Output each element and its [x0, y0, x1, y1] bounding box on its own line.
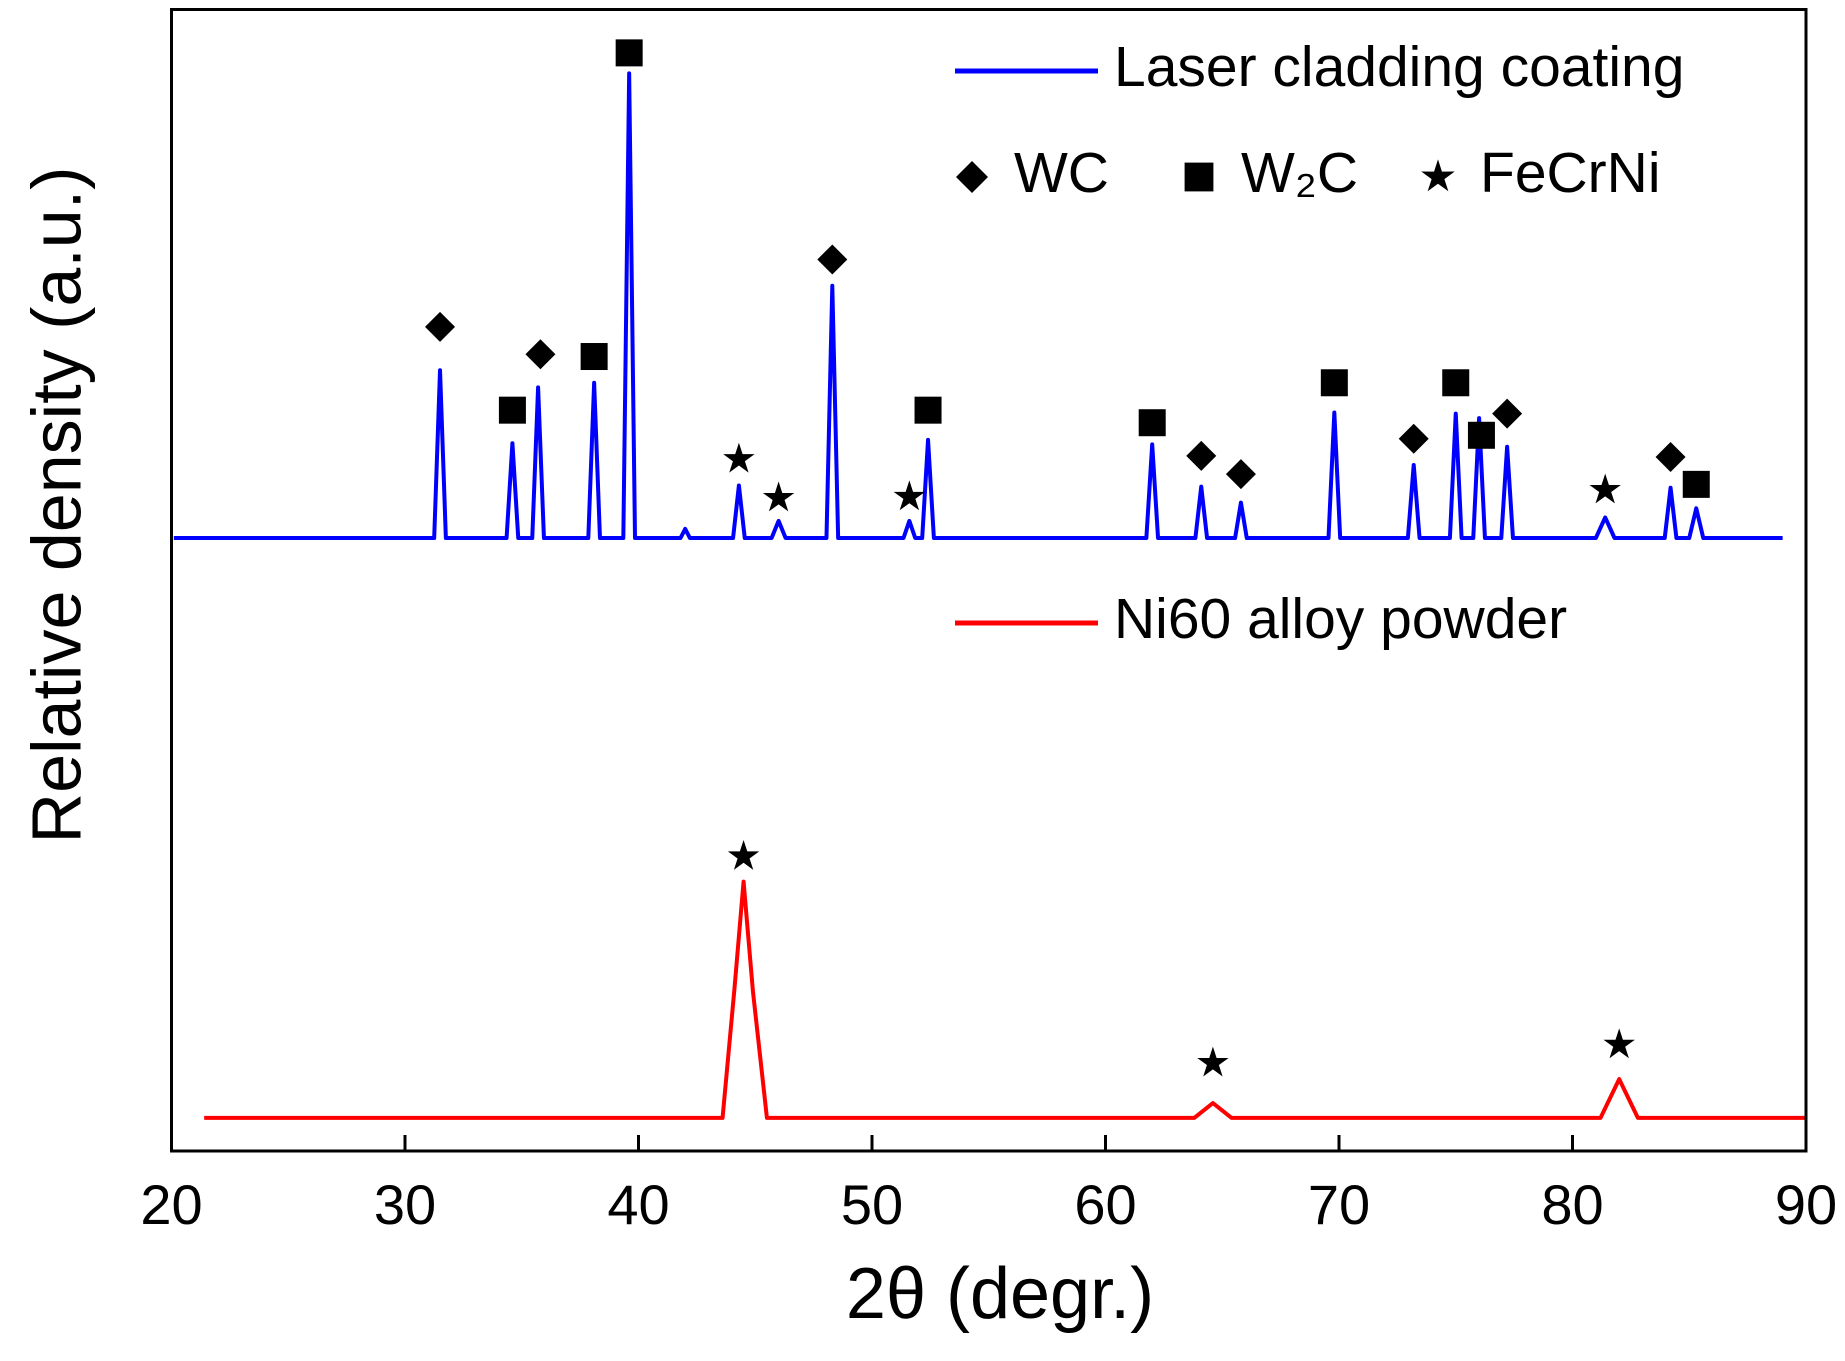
legend-label: Ni60 alloy powder — [1114, 587, 1567, 651]
square-marker — [1138, 409, 1166, 437]
x-tick-label: 80 — [1541, 1173, 1603, 1236]
plot-frame — [170, 8, 1808, 1153]
square-marker — [1320, 369, 1348, 397]
diamond-marker — [1225, 459, 1256, 490]
legend-label: Laser cladding coating — [1114, 35, 1684, 99]
star-marker — [893, 480, 926, 511]
diamond-marker — [1186, 440, 1217, 471]
legend-label: FeCrNi — [1480, 141, 1661, 205]
star-marker — [723, 442, 755, 473]
square-marker — [1467, 421, 1495, 449]
series-line — [204, 879, 1806, 1120]
star-marker — [1603, 1028, 1635, 1059]
diamond-marker — [1655, 441, 1686, 472]
star-marker — [727, 839, 760, 870]
diamond-marker — [1492, 398, 1523, 429]
x-tick-label: 60 — [1074, 1173, 1136, 1236]
star-marker — [1197, 1046, 1229, 1077]
square-marker — [615, 39, 643, 67]
x-tick-label: 50 — [841, 1173, 903, 1236]
x-tick-label: 40 — [607, 1173, 669, 1236]
star-marker — [1589, 473, 1621, 504]
x-tick-label: 20 — [140, 1173, 202, 1236]
square-marker — [498, 396, 526, 424]
series-line — [173, 71, 1783, 541]
square-marker — [914, 396, 942, 424]
x-tick-label: 90 — [1775, 1173, 1837, 1236]
square-marker — [1184, 162, 1214, 192]
square-marker — [1682, 470, 1710, 498]
diamond-marker — [425, 311, 456, 342]
diamond-marker — [956, 161, 988, 193]
legend-label: WC — [1014, 141, 1109, 205]
x-axis-label: 2θ (degr.) — [846, 1254, 1154, 1334]
star-marker — [1421, 159, 1455, 192]
x-tick-label: 70 — [1308, 1173, 1370, 1236]
diamond-marker — [817, 244, 848, 275]
x-tick-label: 30 — [374, 1173, 436, 1236]
y-axis-label: Relative density (a.u.) — [17, 167, 95, 844]
square-marker — [580, 343, 608, 371]
diamond-marker — [1398, 423, 1429, 454]
legend-label: W₂C — [1241, 141, 1358, 205]
star-marker — [762, 481, 795, 512]
square-marker — [1442, 369, 1470, 397]
diamond-marker — [525, 339, 556, 370]
